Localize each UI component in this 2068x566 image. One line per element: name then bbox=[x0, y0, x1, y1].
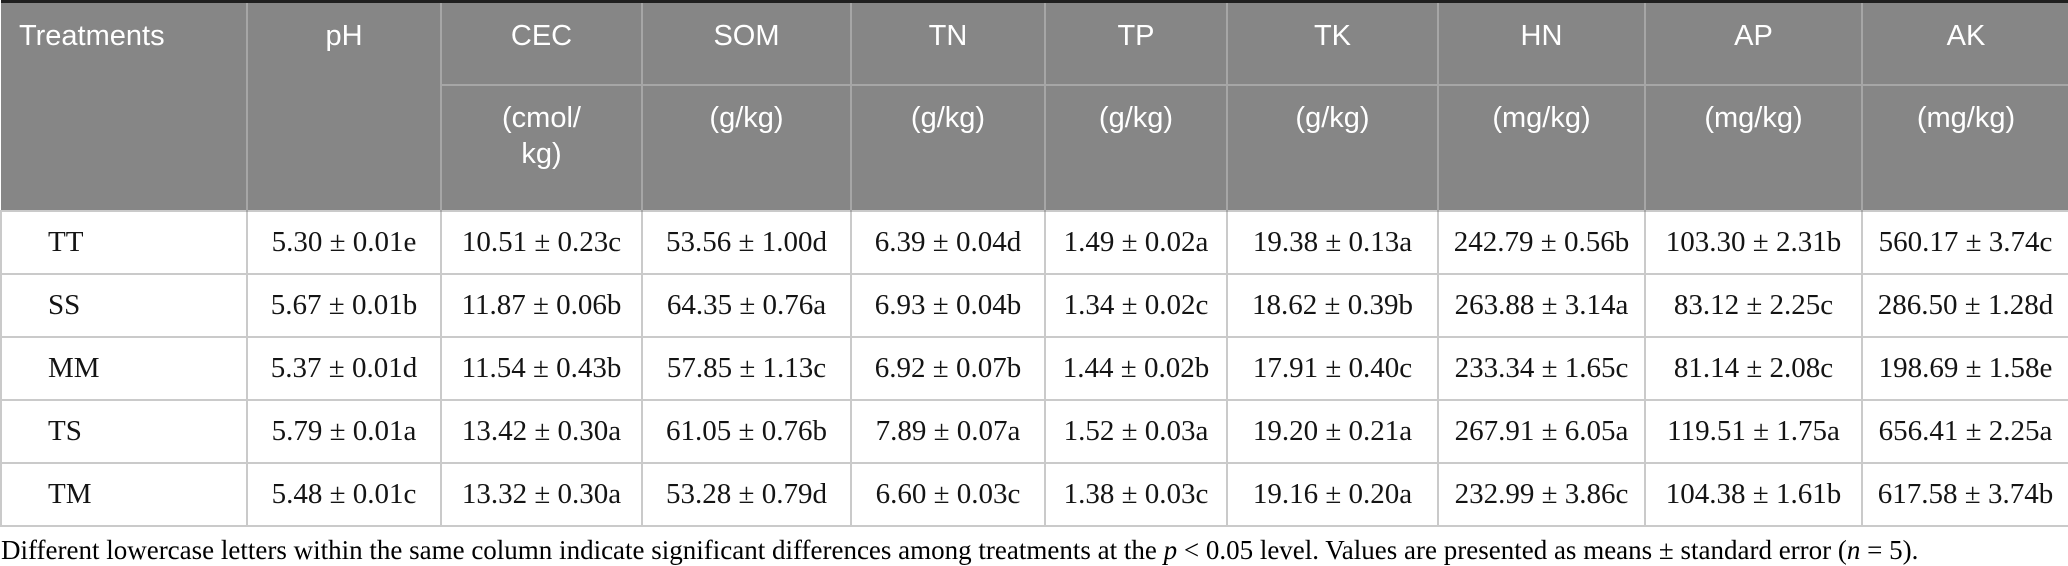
table-cell: 57.85 ± 1.13c bbox=[641, 336, 852, 401]
table-cell: 103.30 ± 2.31b bbox=[1644, 210, 1863, 275]
table-cell: 17.91 ± 0.40c bbox=[1226, 336, 1439, 401]
table-cell: 1.49 ± 0.02a bbox=[1044, 210, 1228, 275]
table-cell: 104.38 ± 1.61b bbox=[1644, 462, 1863, 527]
table-cell: 6.39 ± 0.04d bbox=[850, 210, 1046, 275]
table-cell: 6.93 ± 0.04b bbox=[850, 273, 1046, 338]
table-cell: 267.91 ± 6.05a bbox=[1437, 399, 1646, 464]
unit-tk: (g/kg) bbox=[1226, 84, 1438, 211]
table-row-tm: TM 5.48 ± 0.01c 13.32 ± 0.30a 53.28 ± 0.… bbox=[0, 462, 2068, 527]
row-header: MM bbox=[0, 336, 248, 401]
table-cell: 1.52 ± 0.03a bbox=[1044, 399, 1228, 464]
table-cell: 5.79 ± 0.01a bbox=[246, 399, 442, 464]
footnote-text: Different lowercase letters within the s… bbox=[1, 535, 1164, 565]
table-row-tt: TT 5.30 ± 0.01e 10.51 ± 0.23c 53.56 ± 1.… bbox=[0, 210, 2068, 275]
header-unit-row: (cmol/ kg) (g/kg) (g/kg) (g/kg) (g/kg) (… bbox=[1, 84, 2068, 211]
table-row-mm: MM 5.37 ± 0.01d 11.54 ± 0.43b 57.85 ± 1.… bbox=[0, 336, 2068, 401]
column-header-som: SOM bbox=[641, 0, 851, 85]
table-cell: 18.62 ± 0.39b bbox=[1226, 273, 1439, 338]
table-cell: 6.60 ± 0.03c bbox=[850, 462, 1046, 527]
footnote-text: < 0.05 level. Values are presented as me… bbox=[1177, 535, 1847, 565]
table-cell: 263.88 ± 3.14a bbox=[1437, 273, 1646, 338]
unit-cec: (cmol/ kg) bbox=[440, 84, 642, 211]
unit-ap: (mg/kg) bbox=[1644, 84, 1862, 211]
column-header-treatments: Treatments bbox=[1, 0, 247, 211]
table-cell: 1.38 ± 0.03c bbox=[1044, 462, 1228, 527]
unit-som: (g/kg) bbox=[641, 84, 851, 211]
table-cell: 5.37 ± 0.01d bbox=[246, 336, 442, 401]
table-cell: 5.48 ± 0.01c bbox=[246, 462, 442, 527]
footnote-italic-p: p bbox=[1163, 535, 1178, 565]
row-header: SS bbox=[0, 273, 248, 338]
column-header-tp: TP bbox=[1044, 0, 1227, 85]
row-header: TT bbox=[0, 210, 248, 275]
table-cell: 119.51 ± 1.75a bbox=[1644, 399, 1863, 464]
column-header-hn: HN bbox=[1437, 0, 1645, 85]
table-cell: 13.42 ± 0.30a bbox=[440, 399, 643, 464]
table-cell: 53.56 ± 1.00d bbox=[641, 210, 852, 275]
column-header-ak: AK bbox=[1861, 0, 2068, 85]
table-cell: 7.89 ± 0.07a bbox=[850, 399, 1046, 464]
table-cell: 83.12 ± 2.25c bbox=[1644, 273, 1863, 338]
table-cell: 13.32 ± 0.30a bbox=[440, 462, 643, 527]
unit-ak: (mg/kg) bbox=[1861, 84, 2068, 211]
table-cell: 10.51 ± 0.23c bbox=[440, 210, 643, 275]
unit-tn: (g/kg) bbox=[850, 84, 1045, 211]
table-cell: 81.14 ± 2.08c bbox=[1644, 336, 1863, 401]
table-header: Treatments pH CEC SOM TN TP TK HN AP AK … bbox=[1, 0, 2068, 211]
table-cell: 64.35 ± 0.76a bbox=[641, 273, 852, 338]
table-cell: 1.34 ± 0.02c bbox=[1044, 273, 1228, 338]
column-header-cec: CEC bbox=[440, 0, 642, 85]
column-header-ph: pH bbox=[246, 0, 441, 211]
table-cell: 286.50 ± 1.28d bbox=[1861, 273, 2068, 338]
row-header: TS bbox=[0, 399, 248, 464]
soil-properties-table: Treatments pH CEC SOM TN TP TK HN AP AK … bbox=[0, 0, 2068, 527]
table-cell: 19.16 ± 0.20a bbox=[1226, 462, 1439, 527]
footnote-text: = 5). bbox=[1860, 535, 1919, 565]
table-cell: 19.20 ± 0.21a bbox=[1226, 399, 1439, 464]
table-cell: 53.28 ± 0.79d bbox=[641, 462, 852, 527]
table-cell: 233.34 ± 1.65c bbox=[1437, 336, 1646, 401]
table-cell: 656.41 ± 2.25a bbox=[1861, 399, 2068, 464]
table-cell: 5.67 ± 0.01b bbox=[246, 273, 442, 338]
table-cell: 617.58 ± 3.74b bbox=[1861, 462, 2068, 527]
table-body: TT 5.30 ± 0.01e 10.51 ± 0.23c 53.56 ± 1.… bbox=[0, 210, 2068, 527]
table-cell: 61.05 ± 0.76b bbox=[641, 399, 852, 464]
footnote-italic-n: n bbox=[1846, 535, 1861, 565]
table-cell: 11.54 ± 0.43b bbox=[440, 336, 643, 401]
table-cell: 19.38 ± 0.13a bbox=[1226, 210, 1439, 275]
header-abbreviation-row: Treatments pH CEC SOM TN TP TK HN AP AK bbox=[1, 0, 2068, 211]
table-cell: 242.79 ± 0.56b bbox=[1437, 210, 1646, 275]
unit-tp: (g/kg) bbox=[1044, 84, 1227, 211]
unit-hn: (mg/kg) bbox=[1437, 84, 1645, 211]
column-header-ap: AP bbox=[1644, 0, 1862, 85]
table-cell: 198.69 ± 1.58e bbox=[1861, 336, 2068, 401]
table-row-ts: TS 5.79 ± 0.01a 13.42 ± 0.30a 61.05 ± 0.… bbox=[0, 399, 2068, 464]
table-cell: 560.17 ± 3.74c bbox=[1861, 210, 2068, 275]
column-header-tk: TK bbox=[1226, 0, 1438, 85]
table-cell: 232.99 ± 3.86c bbox=[1437, 462, 1646, 527]
table-row-ss: SS 5.67 ± 0.01b 11.87 ± 0.06b 64.35 ± 0.… bbox=[0, 273, 2068, 338]
table-cell: 6.92 ± 0.07b bbox=[850, 336, 1046, 401]
column-header-tn: TN bbox=[850, 0, 1045, 85]
table-cell: 1.44 ± 0.02b bbox=[1044, 336, 1228, 401]
table-cell: 5.30 ± 0.01e bbox=[246, 210, 442, 275]
table-footnote: Different lowercase letters within the s… bbox=[1, 534, 2068, 566]
table-cell: 11.87 ± 0.06b bbox=[440, 273, 643, 338]
row-header: TM bbox=[0, 462, 248, 527]
